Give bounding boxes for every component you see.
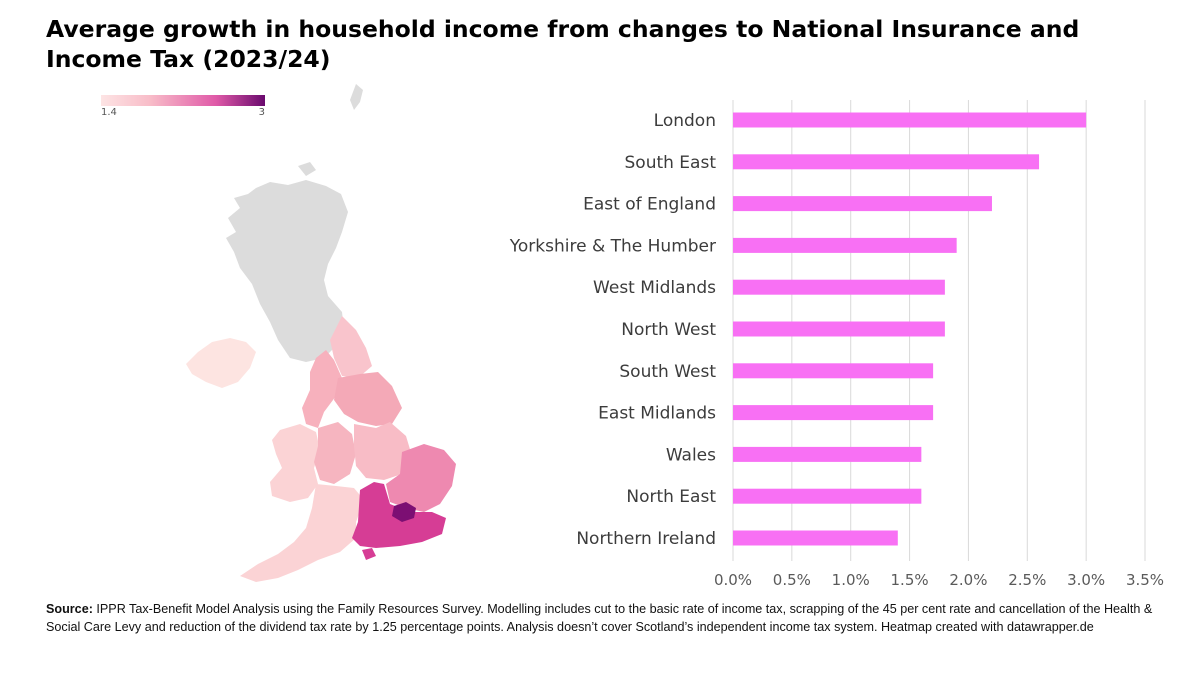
source-note: Source: IPPR Tax-Benefit Model Analysis … — [46, 600, 1176, 636]
category-label: West Midlands — [593, 278, 716, 298]
bar — [733, 488, 922, 504]
uk-heatmap — [178, 82, 468, 587]
bar — [733, 196, 992, 212]
category-label: Yorkshire & The Humber — [509, 236, 716, 256]
category-label: East of England — [583, 195, 716, 215]
source-label: Source: — [46, 602, 93, 616]
bar — [733, 530, 898, 546]
map-region-wales — [270, 424, 320, 502]
category-label: London — [654, 111, 716, 131]
category-labels: London South East East of England Yorkshire… — [509, 111, 717, 549]
map-region-yorkshire — [334, 372, 402, 426]
legend-gradient-bar — [101, 95, 265, 106]
bar — [733, 279, 945, 295]
category-label: Northern Ireland — [576, 529, 716, 549]
category-label: North East — [626, 487, 716, 507]
legend-min-label: 1.4 — [101, 107, 117, 118]
map-region-north-east — [330, 316, 372, 378]
map-region-south-west — [240, 484, 364, 582]
map-region-isle-of-wight — [362, 548, 376, 560]
x-tick-label: 1.5% — [891, 571, 929, 589]
map-region-north-west — [302, 350, 342, 428]
x-tick-label: 0.0% — [714, 571, 752, 589]
bar — [733, 405, 934, 421]
map-region-london — [392, 502, 416, 522]
chart-title: Average growth in household income from … — [46, 15, 1080, 73]
bar-chart-svg: London South East East of England Yorkshire… — [509, 100, 1164, 589]
category-label: East Midlands — [598, 404, 716, 424]
bars — [733, 112, 1087, 546]
x-tick-label: 2.5% — [1008, 571, 1046, 589]
map-region-orkney — [298, 162, 316, 176]
bar — [733, 154, 1040, 170]
category-label: South West — [619, 362, 716, 382]
bar — [733, 446, 922, 462]
x-tick-label: 0.5% — [773, 571, 811, 589]
map-region-northern-ireland — [186, 338, 256, 388]
x-tick-label: 1.0% — [832, 571, 870, 589]
source-text: IPPR Tax-Benefit Model Analysis using th… — [46, 602, 1153, 634]
bar — [733, 112, 1087, 128]
bar — [733, 237, 957, 253]
bar-chart: London South East East of England Yorkshire… — [490, 95, 1170, 595]
map-region-west-midlands — [314, 422, 356, 484]
bar — [733, 363, 934, 379]
x-tick-labels: 0.0% 0.5% 1.0% 1.5% 2.0% 2.5% 3.0% 3.5% — [714, 571, 1164, 589]
map-region-shetland — [350, 84, 363, 110]
map-region-east-midlands — [354, 422, 412, 480]
category-label: North West — [621, 320, 716, 340]
map-region-east-of-england — [386, 444, 456, 512]
category-label: South East — [625, 153, 717, 173]
x-tick-label: 3.0% — [1067, 571, 1105, 589]
uk-heatmap-svg — [186, 84, 456, 582]
map-region-scotland — [226, 180, 348, 362]
heatmap-legend: 1.4 3 — [101, 95, 265, 121]
x-tick-label: 3.5% — [1126, 571, 1164, 589]
legend-max-label: 3 — [258, 107, 265, 118]
bar — [733, 321, 945, 337]
x-tick-label: 2.0% — [949, 571, 987, 589]
category-label: Wales — [666, 445, 716, 465]
